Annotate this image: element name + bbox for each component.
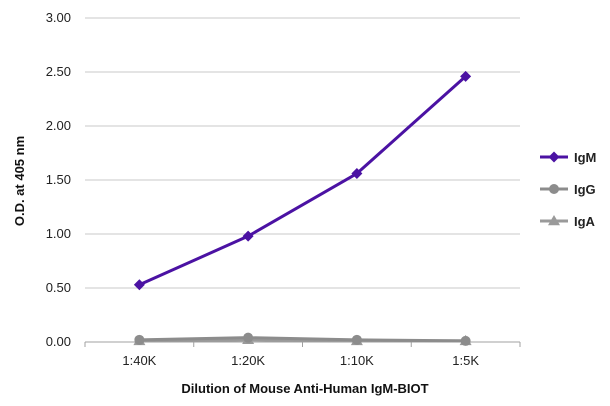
x-axis-title: Dilution of Mouse Anti-Human IgM-BIOT bbox=[181, 381, 428, 396]
series-igm bbox=[133, 70, 472, 291]
legend-item-igm: IgM bbox=[540, 150, 596, 165]
x-tick-label: 1:20K bbox=[231, 353, 265, 368]
y-tick-label: 1.50 bbox=[46, 172, 71, 187]
y-tick-label: 1.00 bbox=[46, 226, 71, 241]
axes bbox=[84, 341, 521, 347]
data-point bbox=[243, 332, 254, 343]
data-point bbox=[351, 168, 363, 180]
x-tick-label: 1:10K bbox=[340, 353, 374, 368]
legend-label: IgA bbox=[574, 214, 596, 229]
series-line bbox=[138, 75, 467, 287]
legend-item-igg: IgG bbox=[540, 182, 596, 197]
legend-marker bbox=[548, 215, 560, 226]
legend-label: IgM bbox=[574, 150, 596, 165]
y-tick-label: 3.00 bbox=[46, 10, 71, 25]
legend-label: IgG bbox=[574, 182, 596, 197]
series-line bbox=[139, 336, 466, 343]
tick-labels: 0.00 0.50 1.00 1.50 2.00 2.50 3.00 1:40K 1:20K 1:… bbox=[46, 10, 480, 368]
data-point bbox=[133, 279, 145, 291]
y-tick-label: 0.00 bbox=[46, 334, 71, 349]
series-igg bbox=[134, 332, 471, 346]
y-axis-title: O.D. at 405 nm bbox=[12, 136, 27, 226]
data-point bbox=[242, 230, 254, 242]
y-tick-label: 2.00 bbox=[46, 118, 71, 133]
y-tick-label: 2.50 bbox=[46, 64, 71, 79]
legend: IgM IgG IgA bbox=[540, 150, 596, 229]
y-tick-label: 0.50 bbox=[46, 280, 71, 295]
legend-marker bbox=[549, 184, 559, 194]
data-point bbox=[134, 334, 145, 345]
legend-item-iga: IgA bbox=[540, 214, 596, 229]
x-tick-label: 1:40K bbox=[122, 353, 156, 368]
series-group bbox=[133, 70, 472, 346]
data-point bbox=[351, 334, 362, 345]
data-point bbox=[460, 335, 471, 346]
gridlines bbox=[85, 17, 520, 289]
data-point bbox=[460, 70, 472, 82]
x-tick-label: 1:5K bbox=[452, 353, 479, 368]
legend-marker bbox=[548, 151, 560, 163]
